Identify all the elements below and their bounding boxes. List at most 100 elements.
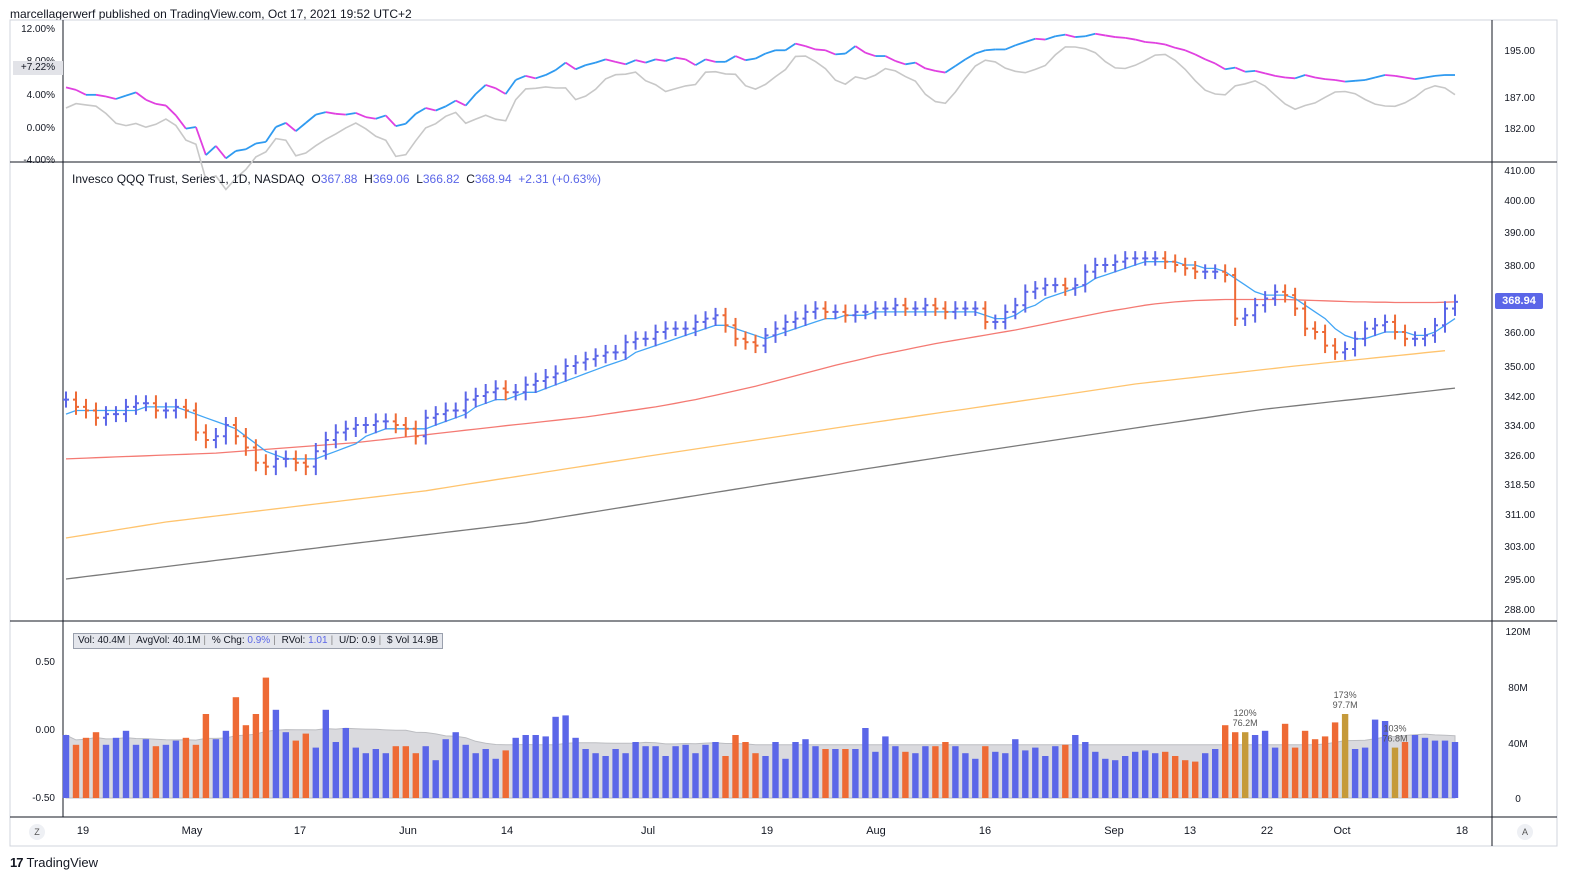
- volume-pane: 120%76.2M 173%97.7M 103%76.8M: [62, 677, 1459, 799]
- ohlc-bar: [702, 311, 709, 330]
- rs-segment: [135, 91, 147, 101]
- volume-bar: [702, 744, 709, 798]
- ohlc-bar: [172, 398, 179, 419]
- rs-segment: [895, 60, 906, 66]
- rs-segment: [65, 86, 77, 91]
- rs-segment: [675, 56, 686, 61]
- sma-150-line: [65, 350, 1446, 539]
- volume-tick-label: 40M: [1508, 739, 1527, 750]
- volume-bar: [532, 735, 539, 798]
- rs-segment: [475, 84, 487, 95]
- rs-segment: [115, 94, 127, 100]
- time-tick-label: 14: [501, 825, 513, 837]
- volume-bar: [732, 735, 739, 798]
- volume-bar: [122, 730, 130, 798]
- rs-segment: [635, 59, 646, 64]
- auto-scale-toggle-button[interactable]: A: [1517, 824, 1533, 840]
- rs-segment: [1404, 76, 1416, 81]
- rs-segment: [844, 45, 856, 55]
- ohlc-bar: [1452, 294, 1458, 316]
- rs-segment: [175, 114, 187, 130]
- volume-bar: [472, 753, 479, 798]
- ohlc-bar: [1332, 338, 1339, 360]
- volume-bar: [832, 749, 839, 798]
- volume-bar: [372, 749, 379, 798]
- ohlc-bar: [942, 301, 949, 320]
- ohlc-bar: [1032, 281, 1039, 300]
- price-tick-label: 400.00: [1504, 196, 1535, 207]
- price-tick-label: 295.00: [1504, 575, 1535, 586]
- rs-segment: [1085, 32, 1096, 38]
- rs-segment: [495, 87, 507, 95]
- volume-bar: [242, 725, 250, 798]
- rs-segment: [305, 113, 317, 124]
- rs-segment: [964, 52, 976, 61]
- ohlc-bar: [272, 450, 279, 476]
- rs-segment: [735, 55, 746, 62]
- brand-footer[interactable]: 17 TradingView: [10, 855, 98, 870]
- rs-segment: [1135, 38, 1146, 43]
- ohlc-bar: [952, 301, 959, 320]
- avgvol-label: AvgVol:: [136, 635, 170, 646]
- vol-label: Vol:: [78, 635, 95, 646]
- sma-50-line: [65, 298, 1456, 460]
- volume-bar: [992, 751, 999, 798]
- time-tick-label: 18: [1456, 825, 1468, 837]
- volume-left-tick-label: -0.50: [32, 793, 55, 804]
- ohlc-bar: [1042, 277, 1049, 296]
- ohlc-bar: [832, 304, 839, 320]
- ohlc-bar: [1422, 327, 1429, 347]
- price-tick-label: 350.00: [1504, 362, 1535, 373]
- rs-segment: [425, 107, 436, 112]
- ohlc-bar: [732, 317, 739, 347]
- volume-bar: [1251, 735, 1259, 798]
- volume-bar: [292, 740, 299, 798]
- ohlc-bar: [822, 301, 829, 320]
- ohlc-bar: [1092, 257, 1099, 280]
- ohlc-bar: [342, 420, 349, 441]
- rs-segment: [815, 48, 826, 52]
- rs-segment: [575, 64, 586, 71]
- ohlc-bar: [1232, 267, 1239, 326]
- ohlc-bar: [1372, 317, 1379, 337]
- rs-segment: [1095, 32, 1106, 37]
- volume-bar: [1341, 714, 1349, 798]
- rs-segment: [595, 58, 606, 64]
- volume-bar: [132, 744, 140, 798]
- volume-bar: [932, 746, 939, 798]
- volume-bar: [562, 715, 569, 798]
- rs-segment: [415, 107, 427, 115]
- ohlc-bar: [1322, 324, 1329, 354]
- ohlc-bar: [1362, 321, 1369, 347]
- volume-bar: [152, 746, 160, 798]
- rs-segment: [275, 122, 287, 128]
- rs-segment: [165, 104, 177, 117]
- volume-bar: [962, 753, 969, 798]
- ohlc-bar: [1222, 264, 1229, 283]
- log-scale-toggle-button[interactable]: Z: [29, 824, 45, 840]
- rs-segment: [215, 145, 227, 159]
- time-tick-label: Jun: [399, 825, 417, 837]
- rs-segment: [1424, 74, 1436, 79]
- ohlc-bar: [962, 301, 969, 316]
- ohlc-bar: [572, 355, 579, 375]
- volume-bar: [452, 732, 459, 798]
- ohlc-bar: [562, 358, 569, 382]
- volume-bar: [142, 739, 150, 798]
- rs-segment: [795, 42, 806, 48]
- high-value: 369.06: [372, 172, 410, 186]
- volume-bar: [162, 744, 170, 798]
- volume-bar: [802, 739, 809, 798]
- ohlc-bar: [622, 334, 629, 360]
- rs-segment: [155, 103, 167, 107]
- ohlc-bar: [392, 413, 399, 434]
- rs-segment: [665, 56, 676, 62]
- time-tick-label: 17: [294, 825, 306, 837]
- volume-bar: [72, 744, 80, 798]
- ohlc-bar: [672, 321, 679, 337]
- time-tick-label: Sep: [1104, 825, 1124, 837]
- rs-segment: [365, 116, 376, 120]
- indicator-right-tick-label: 182.00: [1504, 124, 1535, 135]
- symbol-legend[interactable]: Invesco QQQ Trust, Series 1, 1D, NASDAQ …: [72, 172, 601, 186]
